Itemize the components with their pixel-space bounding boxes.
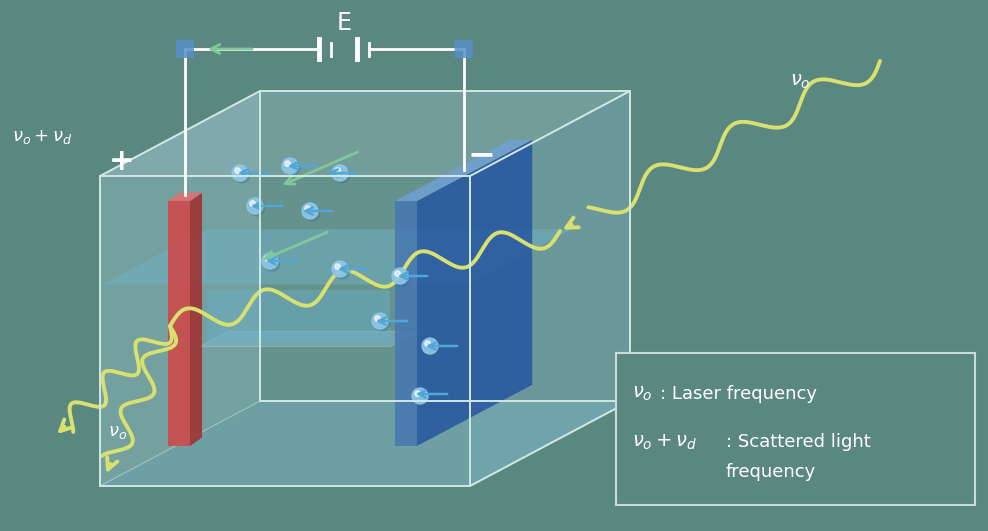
Text: −: − bbox=[467, 138, 496, 171]
Circle shape bbox=[415, 391, 421, 397]
Text: $\nu_o$: $\nu_o$ bbox=[108, 423, 127, 441]
Circle shape bbox=[422, 338, 438, 354]
Text: : Scattered light: : Scattered light bbox=[726, 433, 870, 451]
Circle shape bbox=[334, 167, 350, 183]
Circle shape bbox=[232, 165, 248, 181]
Polygon shape bbox=[200, 331, 419, 347]
Circle shape bbox=[262, 253, 278, 269]
Polygon shape bbox=[100, 91, 260, 486]
Polygon shape bbox=[470, 91, 630, 486]
Circle shape bbox=[305, 206, 310, 211]
Circle shape bbox=[424, 340, 440, 356]
Polygon shape bbox=[207, 289, 390, 341]
Circle shape bbox=[264, 255, 280, 271]
Circle shape bbox=[425, 341, 431, 346]
Circle shape bbox=[372, 313, 388, 329]
Circle shape bbox=[394, 270, 410, 286]
Circle shape bbox=[335, 168, 341, 174]
Circle shape bbox=[302, 203, 318, 219]
Circle shape bbox=[335, 264, 341, 269]
Polygon shape bbox=[100, 401, 630, 486]
Polygon shape bbox=[100, 176, 470, 486]
Text: $\nu_o$: $\nu_o$ bbox=[790, 73, 810, 91]
Text: +: + bbox=[110, 147, 134, 176]
Polygon shape bbox=[190, 193, 202, 446]
FancyBboxPatch shape bbox=[176, 40, 194, 58]
Circle shape bbox=[250, 201, 256, 207]
Circle shape bbox=[304, 205, 320, 221]
Circle shape bbox=[284, 160, 300, 176]
Polygon shape bbox=[417, 140, 533, 446]
Circle shape bbox=[234, 167, 250, 183]
Circle shape bbox=[247, 198, 263, 214]
Polygon shape bbox=[168, 193, 202, 201]
Text: frequency: frequency bbox=[726, 463, 816, 481]
Polygon shape bbox=[168, 201, 190, 446]
Circle shape bbox=[412, 388, 428, 404]
Text: $\nu_o$: $\nu_o$ bbox=[632, 385, 653, 404]
Circle shape bbox=[249, 200, 265, 216]
Text: $\nu_o + \nu_d$: $\nu_o + \nu_d$ bbox=[632, 433, 698, 452]
Circle shape bbox=[374, 315, 390, 331]
FancyBboxPatch shape bbox=[616, 353, 975, 505]
FancyBboxPatch shape bbox=[454, 40, 472, 58]
Circle shape bbox=[285, 161, 290, 166]
Circle shape bbox=[265, 256, 271, 261]
Polygon shape bbox=[395, 201, 417, 446]
Circle shape bbox=[282, 158, 298, 174]
Polygon shape bbox=[102, 229, 572, 285]
Circle shape bbox=[395, 271, 400, 277]
Polygon shape bbox=[395, 140, 533, 201]
Circle shape bbox=[334, 263, 350, 279]
Text: : Laser frequency: : Laser frequency bbox=[660, 385, 817, 403]
Text: $\nu_o + \nu_d$: $\nu_o + \nu_d$ bbox=[12, 128, 72, 146]
Circle shape bbox=[235, 168, 240, 174]
Circle shape bbox=[332, 261, 348, 277]
Circle shape bbox=[332, 165, 348, 181]
Circle shape bbox=[414, 390, 430, 406]
Polygon shape bbox=[100, 91, 630, 176]
Circle shape bbox=[392, 268, 408, 284]
Circle shape bbox=[374, 316, 380, 321]
Text: E: E bbox=[337, 11, 352, 35]
